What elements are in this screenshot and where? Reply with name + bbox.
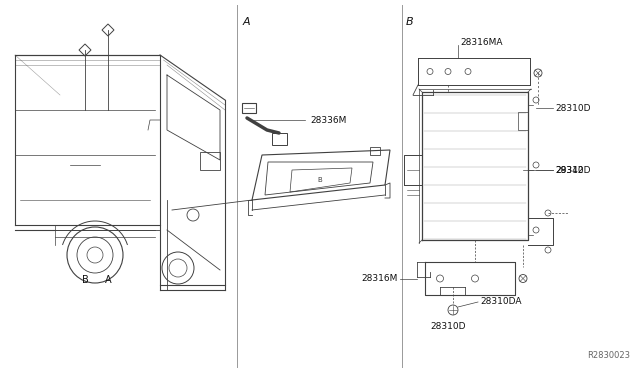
Text: B: B [317, 177, 323, 183]
Text: 28310D: 28310D [430, 322, 466, 331]
Text: 28310D: 28310D [555, 166, 591, 174]
Text: A: A [243, 17, 251, 27]
Bar [370, 147, 380, 155]
Bar [200, 152, 220, 170]
Text: 28316M: 28316M [362, 274, 398, 283]
Text: 29342: 29342 [555, 166, 584, 174]
Bar [518, 112, 528, 130]
Text: B: B [406, 17, 413, 27]
Text: 28336M: 28336M [310, 115, 346, 125]
Text: 28310D: 28310D [555, 103, 591, 112]
Bar [242, 103, 256, 113]
Text: R2830023: R2830023 [587, 351, 630, 360]
Text: 28316MA: 28316MA [460, 38, 502, 46]
Bar [272, 133, 287, 145]
Text: A: A [105, 275, 111, 285]
Text: 28310DA: 28310DA [480, 298, 522, 307]
Text: B: B [82, 275, 88, 285]
